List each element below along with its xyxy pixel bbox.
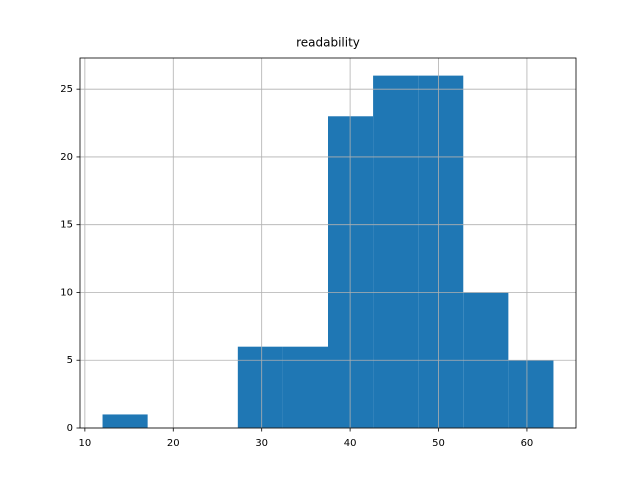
x-tick-label: 60	[521, 438, 534, 449]
x-tick-label: 50	[432, 438, 445, 449]
x-tick-label: 10	[78, 438, 91, 449]
x-tick-label: 20	[167, 438, 180, 449]
y-tick-label: 20	[60, 152, 73, 163]
bar	[508, 360, 554, 428]
chart-title: readability	[296, 36, 360, 50]
y-tick-label: 5	[67, 355, 73, 366]
bar	[418, 75, 464, 428]
y-tick-label: 15	[60, 220, 73, 231]
plot-frame	[79, 57, 577, 429]
bar	[373, 75, 419, 428]
bar	[237, 346, 283, 428]
y-tick-label: 10	[60, 287, 73, 298]
x-tick-label: 40	[344, 438, 357, 449]
y-tick-label: 25	[60, 84, 73, 95]
y-tick-label: 0	[67, 423, 73, 434]
x-tick-label: 30	[255, 438, 268, 449]
bar	[282, 346, 328, 428]
bar	[102, 414, 148, 428]
bar	[328, 116, 374, 429]
